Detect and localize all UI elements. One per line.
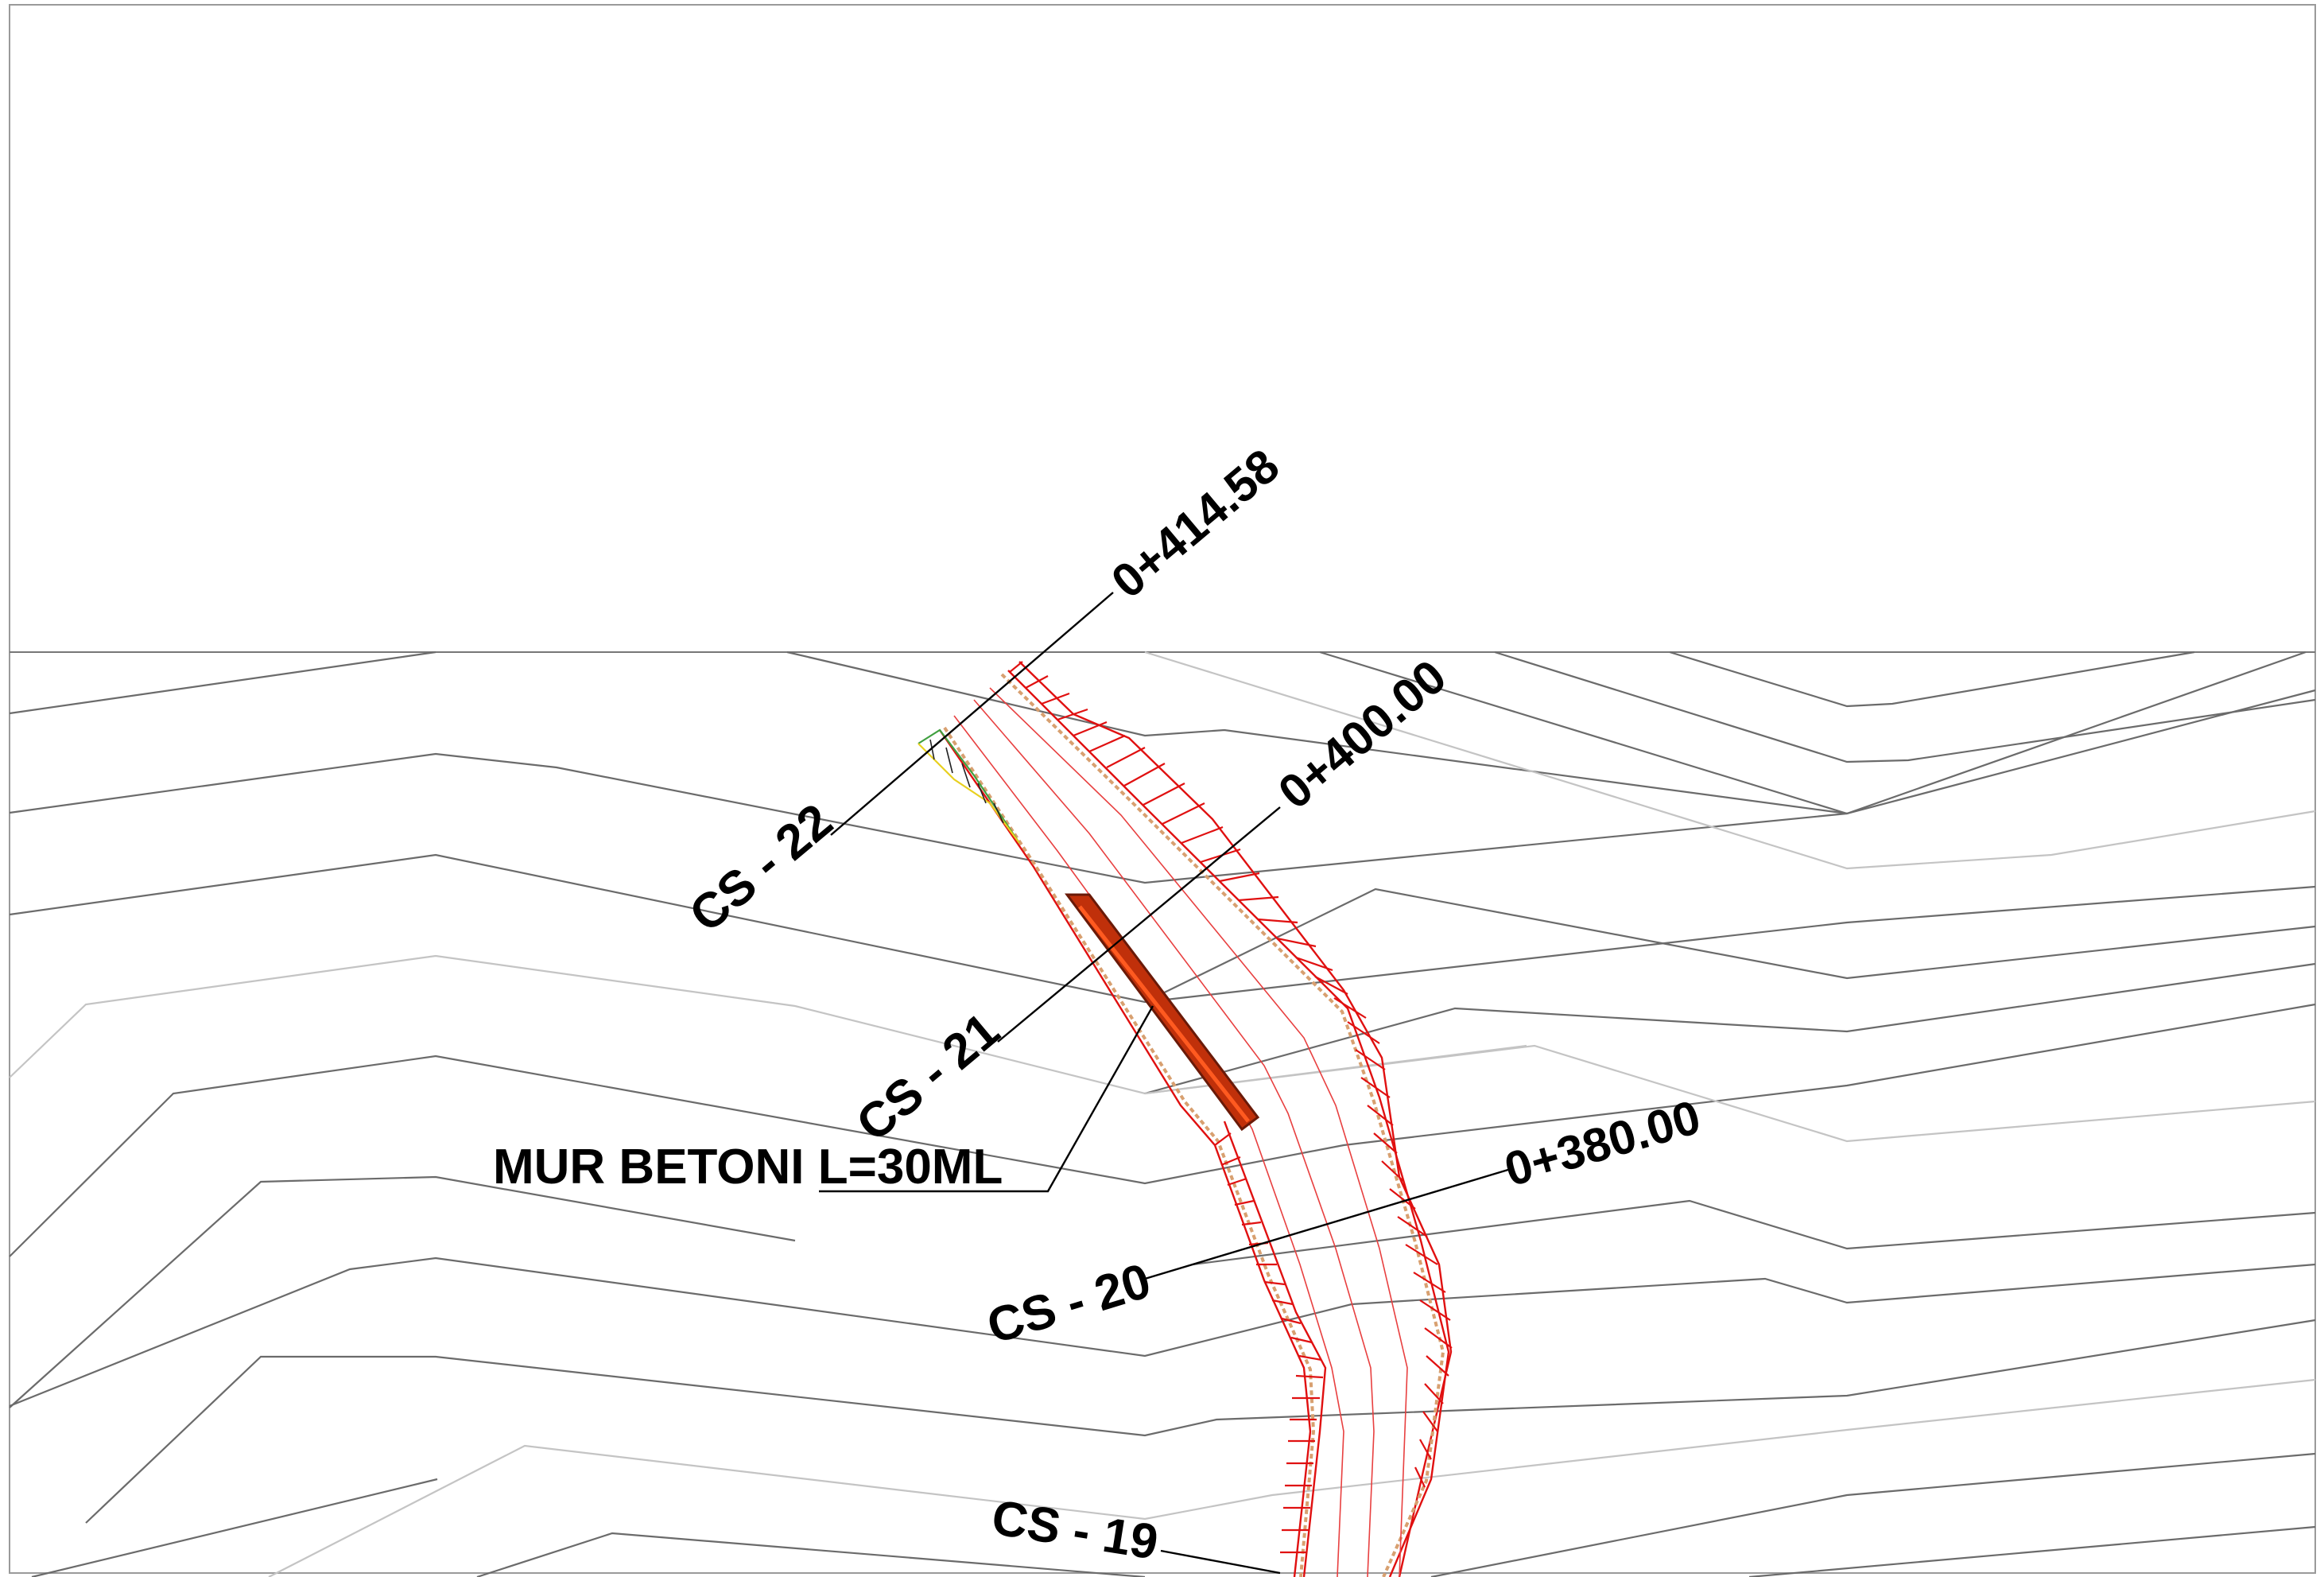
contour-line-light (1144, 651, 2316, 870)
contour-line (31, 1478, 438, 1577)
contour-line (1430, 1452, 2316, 1577)
leader-cs21 (997, 806, 1281, 1043)
wall-label: MUR BETONI L=30ML (493, 1140, 1003, 1194)
contour-line (9, 651, 436, 715)
contour-line (9, 1175, 796, 1408)
contour-line (1192, 1199, 2316, 1266)
cut-top-edge (1018, 661, 1453, 1577)
contour-line-light (1144, 1044, 2316, 1143)
fill-slope-hatching (1214, 1132, 1324, 1554)
cross-section-label: CS - 19 (988, 1490, 1162, 1571)
contour-line (476, 1532, 1146, 1577)
contour-line (85, 1319, 2316, 1524)
cs22-cut-patch (918, 728, 1020, 844)
road-lane-line (953, 715, 1344, 1577)
contour-line (9, 752, 1848, 884)
contour-line (1319, 651, 2316, 815)
contour-line (1144, 885, 2316, 1004)
contour-line (9, 1003, 2316, 1257)
leader-lines (819, 592, 1511, 1575)
contour-line (9, 1257, 2316, 1408)
contour-line (9, 853, 2316, 1004)
sheet-border (9, 4, 2316, 1574)
road-lane-line (989, 687, 1408, 1577)
road-shoulder-right (1000, 673, 1445, 1577)
contour-line-light (268, 1378, 2316, 1577)
station-label: 0+414.58 (1101, 439, 1289, 608)
contour-line-light (9, 954, 1527, 1095)
contour-line (1748, 1525, 2316, 1577)
leader-cs22 (830, 592, 1114, 836)
contour-line (1144, 962, 2316, 1095)
contour-line (1494, 651, 2316, 763)
road-corridor (939, 661, 1453, 1577)
station-label: 0+400.00 (1268, 650, 1456, 819)
contour-line (1669, 651, 2195, 708)
cut-slope-hatching (1009, 661, 1453, 1488)
road-left-edge (939, 729, 1312, 1577)
concrete-wall-highlight (1078, 905, 1250, 1123)
leader-cs20 (1144, 1167, 1511, 1280)
station-label: 0+380.00 (1499, 1090, 1706, 1197)
leader-wall (819, 1005, 1154, 1193)
contour-lines (9, 651, 2316, 1577)
fill-toe-edge (1223, 1121, 1327, 1577)
road-centerline (973, 699, 1375, 1577)
road-right-edge (1007, 670, 1450, 1577)
cross-section-label: CS - 22 (680, 794, 843, 943)
cross-section-label: CS - 20 (981, 1253, 1157, 1354)
contour-line (786, 651, 2307, 815)
road-shoulder-left (943, 726, 1316, 1577)
leader-cs19 (1160, 1549, 1281, 1575)
